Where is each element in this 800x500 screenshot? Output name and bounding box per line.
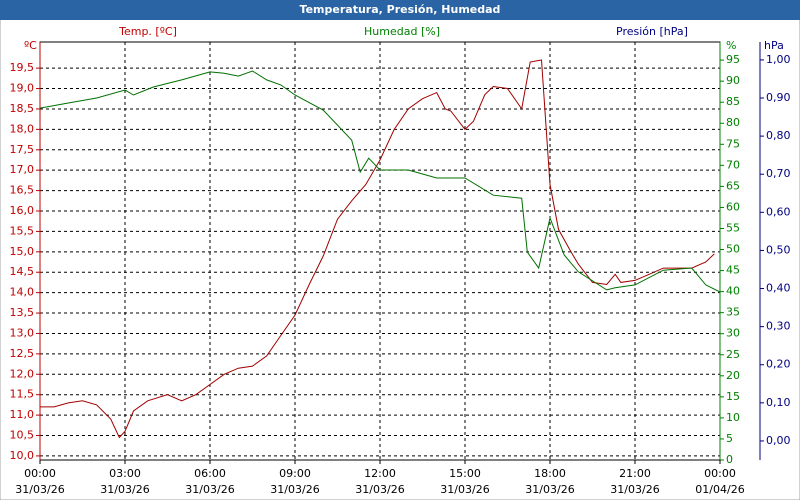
x-tick-label: 15:00	[449, 467, 481, 480]
title-bar	[0, 0, 800, 20]
y2-tick-label: 60	[726, 200, 740, 213]
y-tick-label: 19,5	[10, 61, 35, 74]
y-tick-label: 10,0	[10, 449, 35, 462]
x-tick-date: 31/03/26	[270, 483, 319, 496]
y-tick-label: 12,5	[10, 347, 35, 360]
y2-tick-label: 25	[726, 348, 740, 361]
y3-tick-label: 0,60	[766, 205, 791, 218]
y-tick-label: 15,0	[10, 245, 35, 258]
y-tick-label: 14,0	[10, 286, 35, 299]
x-tick-date: 31/03/26	[100, 483, 149, 496]
y2-tick-label: 50	[726, 243, 740, 256]
x-tick-label: 00:00	[704, 467, 736, 480]
y2-tick-label: 45	[726, 264, 740, 277]
y2-tick-label: 40	[726, 285, 740, 298]
y2-tick-label: 15	[726, 390, 740, 403]
x-tick-label: 00:00	[24, 467, 56, 480]
y2-tick-label: 5	[726, 432, 733, 445]
x-tick-label: 18:00	[534, 467, 566, 480]
x-tick-label: 09:00	[279, 467, 311, 480]
y2-tick-label: 55	[726, 221, 740, 234]
x-tick-label: 03:00	[109, 467, 141, 480]
y3-tick-label: 0,90	[766, 91, 791, 104]
x-tick-date: 01/04/26	[695, 483, 744, 496]
y3-axis-title: Presión [hPa]	[616, 25, 688, 38]
x-tick-label: 06:00	[194, 467, 226, 480]
line-series	[39, 70, 721, 293]
x-tick-label: 12:00	[364, 467, 396, 480]
y2-unit: %	[726, 39, 736, 52]
y2-tick-label: 65	[726, 179, 740, 192]
y-tick-label: 13,0	[10, 326, 35, 339]
y-tick-label: 11,0	[10, 408, 35, 421]
y-tick-label: 13,5	[10, 306, 35, 319]
y-tick-label: 18,5	[10, 102, 35, 115]
y2-tick-label: 30	[726, 327, 740, 340]
y2-tick-label: 70	[726, 158, 740, 171]
y2-tick-label: 90	[726, 74, 740, 87]
y3-tick-label: 0,50	[766, 243, 791, 256]
y2-tick-label: 0	[726, 453, 733, 466]
y3-tick-label: 0,40	[766, 282, 791, 295]
y-tick-label: 14,5	[10, 265, 35, 278]
x-tick-date: 31/03/26	[15, 483, 64, 496]
chart-title: Temperatura, Presión, Humedad	[300, 3, 501, 16]
y3-tick-label: 0,30	[766, 320, 791, 333]
y3-unit: hPa	[764, 39, 784, 52]
y-tick-label: 10,5	[10, 429, 35, 442]
y3-tick-label: 1,00	[766, 53, 791, 66]
y2-tick-label: 20	[726, 369, 740, 382]
y3-tick-label: 0,70	[766, 167, 791, 180]
y3-tick-label: 0,10	[766, 396, 791, 409]
y2-tick-label: 80	[726, 116, 740, 129]
x-tick-label: 21:00	[619, 467, 651, 480]
y2-tick-label: 35	[726, 306, 740, 319]
y-tick-label: 17,0	[10, 163, 35, 176]
x-tick-date: 31/03/26	[525, 483, 574, 496]
y3-tick-label: 0,20	[766, 358, 791, 371]
line-series	[40, 59, 715, 439]
y2-tick-label: 10	[726, 411, 740, 424]
x-tick-date: 31/03/26	[355, 483, 404, 496]
y2-axis-title: Humedad [%]	[364, 25, 440, 38]
y-tick-label: 11,5	[10, 388, 35, 401]
y-unit: ºC	[24, 39, 37, 52]
y3-tick-label: 0,80	[766, 129, 791, 142]
y-tick-label: 12,0	[10, 367, 35, 380]
y2-tick-label: 75	[726, 137, 740, 150]
y2-tick-label: 95	[726, 53, 740, 66]
x-tick-date: 31/03/26	[610, 483, 659, 496]
y3-tick-label: 0,00	[766, 434, 791, 447]
y-axis-title: Temp. [ºC]	[118, 25, 177, 38]
y2-tick-label: 85	[726, 95, 740, 108]
y-tick-label: 18,0	[10, 122, 35, 135]
y-tick-label: 16,5	[10, 184, 35, 197]
y-tick-label: 16,0	[10, 204, 35, 217]
x-tick-date: 31/03/26	[185, 483, 234, 496]
y-tick-label: 15,5	[10, 224, 35, 237]
y-tick-label: 19,0	[10, 82, 35, 95]
x-tick-date: 31/03/26	[440, 483, 489, 496]
y-tick-label: 17,5	[10, 143, 35, 156]
